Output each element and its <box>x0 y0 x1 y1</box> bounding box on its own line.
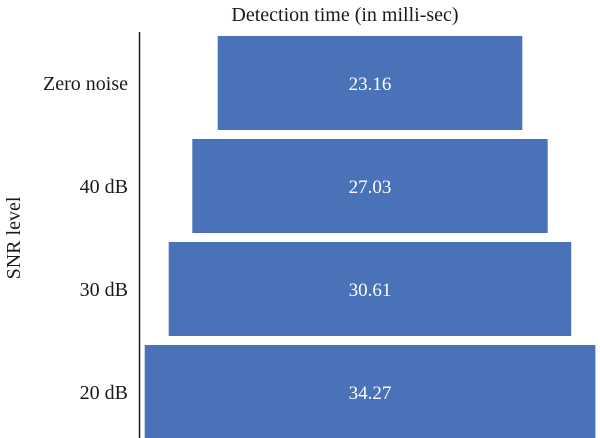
data-label-30-db: 30.61 <box>349 280 392 301</box>
bar-30-db <box>168 242 572 336</box>
tick-label-20-db: 20 dB <box>80 382 128 404</box>
tick-label-40-db: 40 dB <box>80 176 128 198</box>
chart-title: Detection time (in milli-sec) <box>231 4 458 26</box>
data-label-40-db: 27.03 <box>349 177 392 198</box>
y-axis-label: SNR level <box>3 196 25 279</box>
tick-label-30-db: 30 dB <box>80 279 128 301</box>
data-label-20-db: 34.27 <box>349 383 392 404</box>
tick-label-zero-noise: Zero noise <box>43 73 128 95</box>
bar-zero-noise <box>217 36 523 130</box>
bar-20-db <box>144 345 596 438</box>
data-label-zero-noise: 23.16 <box>349 74 392 95</box>
bar-40-db <box>192 139 548 233</box>
bars-layer: 23.16 Zero noise 27.03 40 dB 30.61 30 dB 34.27… <box>43 36 596 438</box>
